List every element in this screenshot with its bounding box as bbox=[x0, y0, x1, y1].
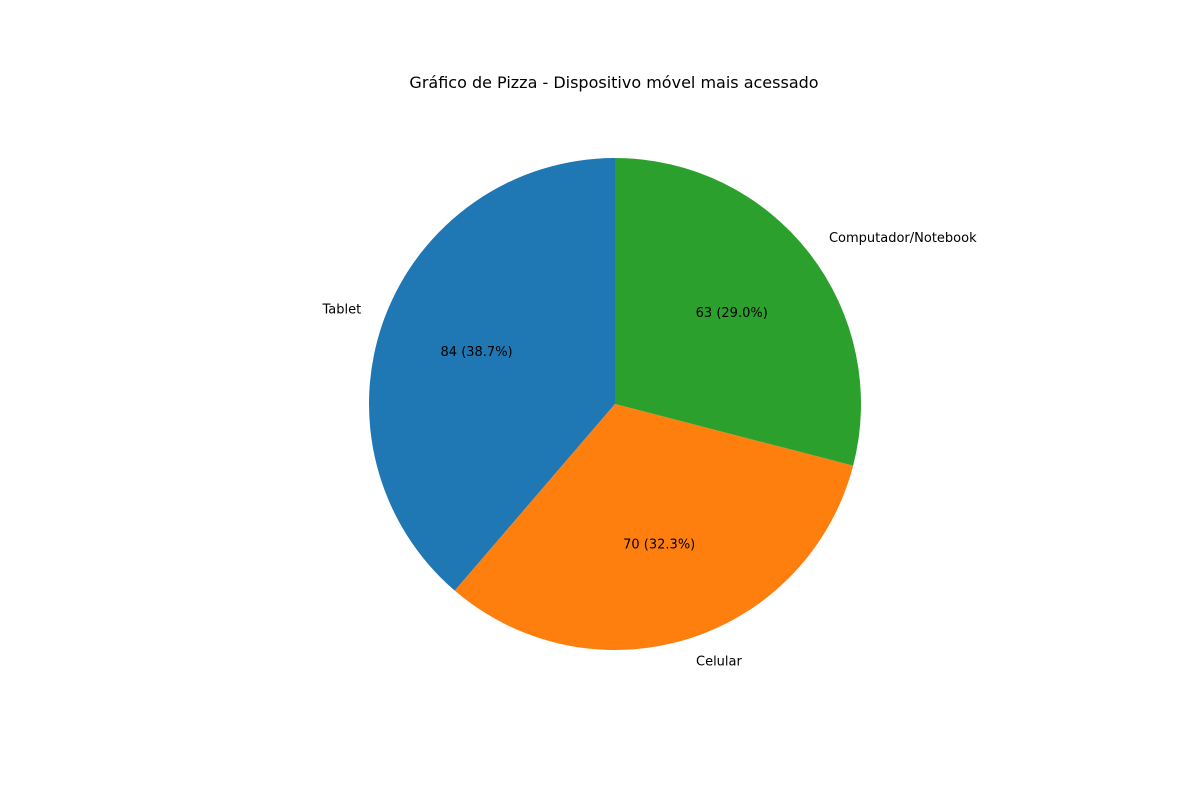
value-label-celular: 70 (32.3%) bbox=[623, 537, 695, 552]
slice-label-celular: Celular bbox=[696, 655, 743, 670]
pie-slice-computador-notebook bbox=[615, 158, 862, 466]
value-label-tablet: 84 (38.7%) bbox=[441, 345, 513, 360]
pie-labels: Tablet 84 (38.7%) Celular 70 (32.3%) Computa… bbox=[322, 231, 978, 670]
value-label-computador-notebook: 63 (29.0%) bbox=[696, 306, 768, 321]
slice-label-computador-notebook: Computador/Notebook bbox=[829, 231, 977, 246]
chart-title: Gráfico de Pizza - Dispositivo móvel mai… bbox=[409, 73, 818, 92]
pie-slice-tablet bbox=[369, 158, 615, 591]
pie-slices bbox=[369, 158, 862, 651]
pie-slice-celular bbox=[454, 404, 854, 651]
slice-label-tablet: Tablet bbox=[322, 303, 362, 318]
